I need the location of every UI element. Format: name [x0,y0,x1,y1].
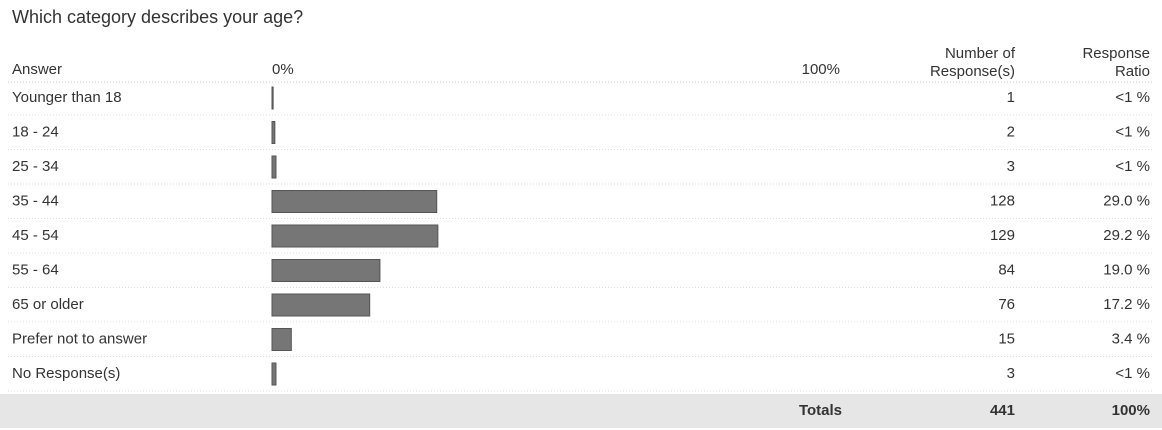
response-ratio: 17.2 % [1103,296,1150,313]
bar [271,190,438,213]
answer-label: Younger than 18 [12,89,122,106]
answer-label: 18 - 24 [12,123,59,140]
totals-label: Totals [799,402,842,419]
response-ratio: 29.0 % [1103,192,1150,209]
bar [271,224,439,248]
question-title: Which category describes your age? [12,7,303,27]
answer-header: Answer [12,61,62,78]
response-count: 76 [998,296,1015,313]
answer-label: Prefer not to answer [12,330,147,347]
totals-ratio: 100% [1112,402,1150,419]
totals-background [0,394,1162,428]
response-count: 129 [990,227,1015,244]
answer-label: 45 - 54 [12,227,59,244]
answer-label: No Response(s) [12,365,120,382]
bar [271,259,381,282]
response-count: 15 [998,330,1015,347]
bar [271,362,277,386]
response-ratio: 19.0 % [1103,261,1150,278]
bar [271,121,276,144]
bar [271,86,274,110]
x-tick-label: 100% [802,61,840,78]
count-header: Response(s) [930,63,1015,80]
bar [271,328,292,351]
response-ratio: 3.4 % [1112,330,1150,347]
response-ratio: <1 % [1115,365,1150,382]
answer-label: 55 - 64 [12,261,59,278]
response-count: 128 [990,192,1015,209]
answer-label: 25 - 34 [12,158,59,175]
response-ratio: <1 % [1115,158,1150,175]
response-ratio: 29.2 % [1103,227,1150,244]
response-ratio: <1 % [1115,89,1150,106]
ratio-header: Response [1082,45,1150,62]
ratio-header: Ratio [1115,63,1150,80]
response-count: 3 [1007,365,1015,382]
totals-count: 441 [990,402,1015,419]
response-ratio: <1 % [1115,123,1150,140]
response-count: 1 [1007,89,1015,106]
bar [271,155,277,179]
answer-label: 65 or older [12,296,84,313]
response-count: 2 [1007,123,1015,140]
bar [271,293,371,317]
response-count: 84 [998,261,1015,278]
count-header: Number of [945,45,1016,62]
response-count: 3 [1007,158,1015,175]
answer-label: 35 - 44 [12,192,59,209]
x-tick-label: 0% [272,61,294,78]
